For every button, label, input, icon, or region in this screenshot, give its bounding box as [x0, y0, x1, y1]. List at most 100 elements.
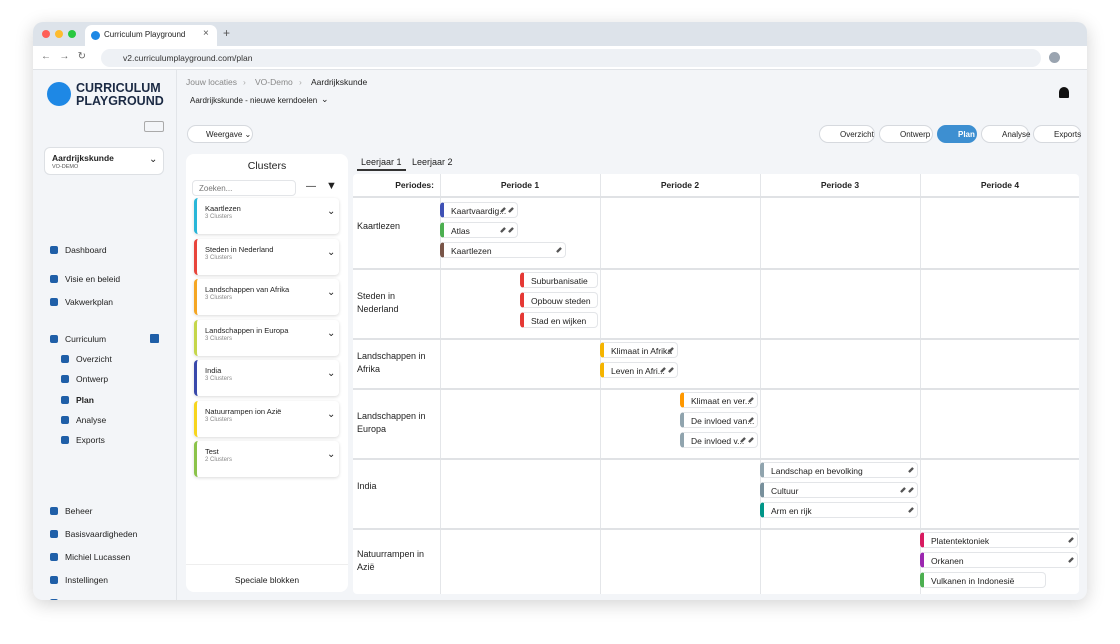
- cluster-name: Steden in Nederland: [205, 244, 274, 254]
- cluster-item[interactable]: Natuurrampen ion Azië 3 Clusters ⌄: [194, 400, 339, 437]
- plan-block[interactable]: Klimaat in Afrika: [600, 342, 678, 358]
- nav-item[interactable]: Exports: [76, 435, 105, 446]
- max-dot[interactable]: [68, 30, 76, 38]
- nav-item[interactable]: Ontwerp: [76, 374, 109, 385]
- nav-item[interactable]: Basisvaardigheden: [65, 529, 138, 539]
- nav-item[interactable]: Overzicht: [76, 354, 112, 364]
- plan-block[interactable]: Leven in Afri...: [600, 362, 678, 378]
- row-label: Steden in Nederland: [357, 291, 399, 314]
- tab-button[interactable]: Exports: [1033, 125, 1081, 143]
- search[interactable]: Zoeken...: [192, 180, 296, 196]
- block-label: Platentektoniek: [931, 536, 990, 546]
- row-line: [353, 388, 1079, 390]
- period-header: Periode 3: [820, 180, 860, 190]
- block-label: Landschap en bevolking: [771, 466, 863, 476]
- cluster-count: 3 Clusters: [205, 376, 233, 382]
- browser-window: Curriculum Playground × + ← → ↻ v2.curri…: [33, 22, 1087, 600]
- breadcrumb-item: Aardrijkskunde: [311, 77, 368, 87]
- profile[interactable]: [1049, 52, 1060, 63]
- nav-item[interactable]: Vakwerkplan: [65, 297, 114, 307]
- plan-block[interactable]: De invloed v...: [680, 432, 758, 448]
- chevron: ⌄: [321, 94, 329, 104]
- view-button[interactable]: Weergave ⌄: [187, 125, 253, 143]
- nav-item[interactable]: Log uit: [65, 598, 91, 600]
- app: CURRICULUM PLAYGROUND Aardrijkskunde VO-…: [33, 70, 1087, 600]
- nav-item[interactable]: Instellingen: [65, 575, 109, 585]
- nav-buttons[interactable]: ← → ↻: [41, 51, 87, 62]
- subject-select[interactable]: Aardrijkskunde - nieuwe kerndoelen: [190, 96, 318, 105]
- logo-line: PLAYGROUND: [76, 94, 164, 108]
- block-label: Stad en wijken: [531, 316, 587, 326]
- tab[interactable]: Curriculum Playground ×: [85, 25, 217, 46]
- min-dot[interactable]: [55, 30, 63, 38]
- year-tab[interactable]: Leerjaar 2: [412, 157, 453, 167]
- cluster-item[interactable]: Landschappen van Afrika 3 Clusters ⌄: [194, 279, 339, 315]
- nav-icon: [50, 335, 58, 343]
- tab-button[interactable]: Plan: [937, 125, 977, 143]
- collapse-icon: [150, 334, 159, 343]
- block-label: Cultuur: [771, 486, 799, 496]
- nav-item[interactable]: Beheer: [65, 506, 93, 516]
- new-tab[interactable]: +: [223, 26, 231, 40]
- nav-icon: [61, 375, 69, 384]
- plan-block[interactable]: Kaartlezen: [440, 242, 566, 258]
- sidebar: CURRICULUM PLAYGROUND Aardrijkskunde VO-…: [33, 70, 177, 600]
- breadcrumb-item[interactable]: Jouw locaties: [186, 77, 238, 87]
- plan-block[interactable]: Arm en rijk: [760, 502, 918, 518]
- plan-block[interactable]: Opbouw steden: [520, 292, 598, 308]
- nav-item[interactable]: Plan: [76, 394, 94, 405]
- plan-block[interactable]: Vulkanen in Indonesië: [920, 572, 1046, 588]
- row-label: Kaartlezen: [357, 221, 401, 231]
- year-tab[interactable]: Leerjaar 1: [357, 157, 406, 171]
- clusters-title: Clusters: [247, 160, 287, 172]
- special-blocks[interactable]: Speciale blokken: [186, 564, 348, 592]
- nav-item[interactable]: Curriculum: [65, 334, 107, 344]
- nav-item[interactable]: Michiel Lucassen: [65, 552, 131, 562]
- chevron: ⌄: [327, 408, 336, 420]
- nav-icon: [61, 395, 69, 404]
- plan-block[interactable]: Landschap en bevolking: [760, 462, 918, 478]
- cluster-item[interactable]: Test 2 Clusters ⌄: [194, 441, 339, 477]
- row-label: India: [357, 481, 377, 491]
- filter[interactable]: ▼: [326, 180, 337, 192]
- nav-item[interactable]: Visie en beleid: [65, 274, 121, 284]
- plan-block[interactable]: Atlas: [440, 222, 518, 238]
- bell[interactable]: [1059, 87, 1069, 98]
- cluster-name: Landschappen in Europa: [205, 325, 289, 335]
- nav-icon: [50, 246, 58, 254]
- cluster-count: 3 Clusters: [205, 335, 233, 342]
- block-label: Atlas: [451, 226, 470, 236]
- url-field[interactable]: v2.curriculumplayground.com/plan: [101, 49, 1041, 67]
- chevron: ⌄: [327, 246, 336, 258]
- plan-block[interactable]: De invloed van...: [680, 412, 758, 428]
- cluster-item[interactable]: Landschappen in Europa 3 Clusters ⌄: [194, 319, 339, 356]
- breadcrumb-item[interactable]: VO-Demo: [255, 77, 293, 87]
- block-label: Vulkanen in Indonesië: [931, 576, 1015, 586]
- view-label: Weergave: [206, 130, 243, 139]
- row-line: [353, 338, 1079, 340]
- cluster-item[interactable]: India 3 Clusters ⌄: [194, 360, 339, 396]
- tab-close[interactable]: ×: [203, 28, 209, 39]
- tab-button[interactable]: Analyse: [981, 125, 1030, 143]
- nav-icon: [50, 599, 58, 600]
- collapse-button[interactable]: [144, 121, 164, 132]
- plan-block[interactable]: Stad en wijken: [520, 312, 598, 328]
- block-label: Kaartlezen: [451, 246, 492, 256]
- plan-block[interactable]: Orkanen: [920, 552, 1078, 568]
- nav-item[interactable]: Analyse: [76, 414, 107, 425]
- tab-button[interactable]: Overzicht: [819, 125, 875, 143]
- nav-item[interactable]: Dashboard: [65, 245, 107, 255]
- minus[interactable]: —: [306, 181, 316, 192]
- plan-block[interactable]: Suburbanisatie: [520, 272, 598, 288]
- plan-block[interactable]: Kaartvaardig...: [440, 202, 518, 218]
- plan-block[interactable]: Platentektoniek: [920, 532, 1078, 548]
- close-dot[interactable]: [42, 30, 50, 38]
- cluster-item[interactable]: Steden in Nederland 3 Clusters ⌄: [194, 238, 339, 275]
- tab-button[interactable]: Ontwerp: [879, 125, 933, 143]
- plan-block[interactable]: Cultuur: [760, 482, 918, 498]
- school-select[interactable]: Aardrijkskunde VO-DEMO ⌄: [44, 147, 164, 175]
- plan-block[interactable]: Klimaat en ver...: [680, 392, 758, 408]
- cluster-item[interactable]: Kaartlezen 3 Clusters ⌄: [194, 198, 339, 234]
- row-label: Landschappen in Europa: [357, 411, 426, 434]
